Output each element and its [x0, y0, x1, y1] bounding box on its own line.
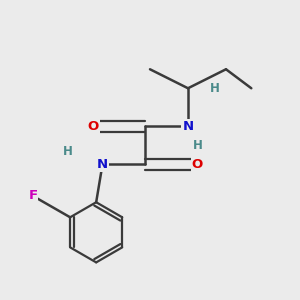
Text: N: N	[97, 158, 108, 171]
Text: H: H	[63, 145, 73, 158]
Text: H: H	[193, 139, 202, 152]
Text: F: F	[28, 189, 38, 203]
Text: N: N	[182, 120, 194, 133]
Text: H: H	[210, 82, 220, 95]
Text: O: O	[192, 158, 203, 171]
Text: O: O	[87, 120, 99, 133]
